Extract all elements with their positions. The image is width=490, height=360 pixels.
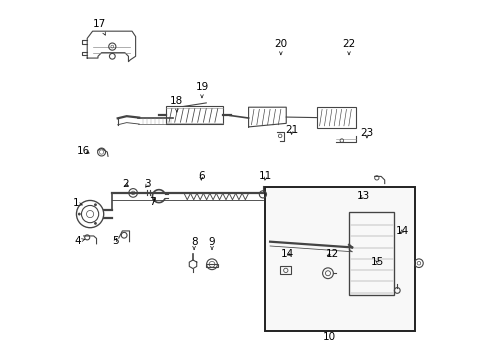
Text: 21: 21 <box>285 125 298 135</box>
Text: 13: 13 <box>357 191 370 201</box>
Text: 14: 14 <box>396 226 410 236</box>
Bar <box>206 264 218 267</box>
Text: 12: 12 <box>326 248 340 258</box>
Bar <box>317 107 356 128</box>
Bar <box>349 212 394 295</box>
Text: 9: 9 <box>209 237 215 249</box>
Text: 14: 14 <box>281 248 294 258</box>
Text: 19: 19 <box>196 82 209 98</box>
Circle shape <box>94 222 97 225</box>
Text: 3: 3 <box>144 179 151 189</box>
Text: 18: 18 <box>170 96 183 112</box>
Text: 1: 1 <box>73 198 83 208</box>
Text: 16: 16 <box>77 146 90 156</box>
Circle shape <box>78 213 81 216</box>
Text: 7: 7 <box>149 197 156 207</box>
Text: 23: 23 <box>360 129 373 138</box>
Bar <box>280 266 291 274</box>
Text: 20: 20 <box>274 39 288 55</box>
Text: 5: 5 <box>112 236 119 246</box>
Text: 11: 11 <box>259 171 272 181</box>
Text: 2: 2 <box>122 179 129 189</box>
Text: 4: 4 <box>75 236 85 246</box>
Text: 8: 8 <box>191 237 197 249</box>
Bar <box>265 187 416 330</box>
Bar <box>166 107 223 125</box>
Circle shape <box>94 203 97 206</box>
Text: 6: 6 <box>198 171 204 181</box>
Text: 17: 17 <box>93 19 106 35</box>
Text: 22: 22 <box>343 39 356 55</box>
Text: 10: 10 <box>323 332 336 342</box>
Text: 15: 15 <box>371 257 384 267</box>
